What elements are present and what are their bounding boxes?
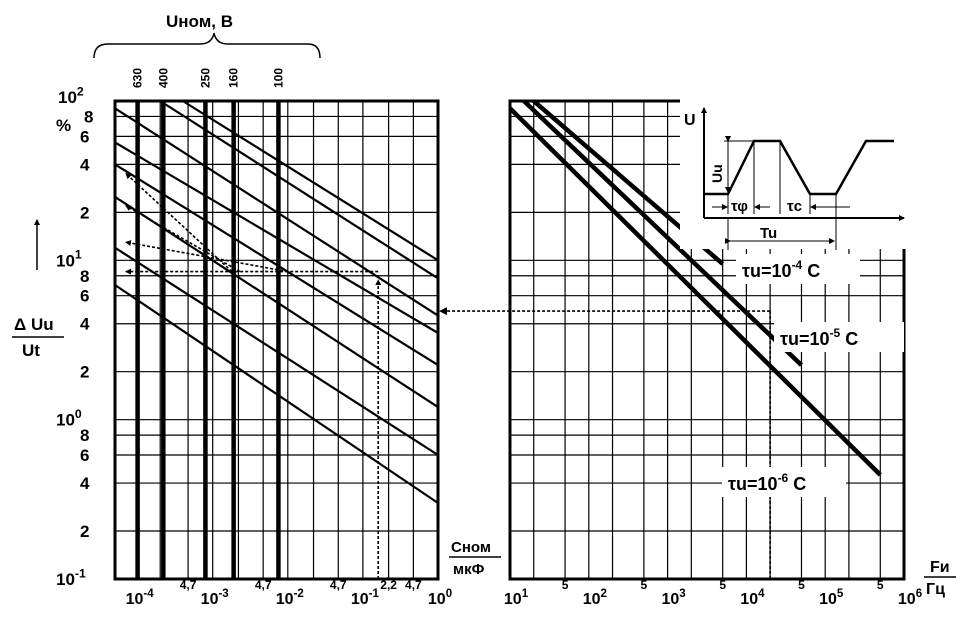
cap-minor-label: 4,7 xyxy=(405,578,422,592)
pulse-inset: U Uu τφ τс Tu xyxy=(680,99,906,250)
freq-minor-label: 5 xyxy=(562,578,569,592)
voltage-label: 160 xyxy=(227,68,241,88)
inset-y-label: U xyxy=(684,112,696,129)
left-example-path xyxy=(125,172,382,579)
cap-minor-label: 4,7 xyxy=(330,578,347,592)
y-minor-label: 2 xyxy=(80,363,89,382)
freq-minor-label: 5 xyxy=(641,578,648,592)
voltage-brace xyxy=(93,32,321,59)
cap-tick-labels: 10-4 10-3 10-2 10-1 100 4,7 4,7 4,7 2,2 4,7 xyxy=(126,578,453,608)
y-decade-label: 100 xyxy=(56,407,82,430)
cap-decade-label: 10-1 xyxy=(351,588,380,608)
left-series-line xyxy=(114,284,439,504)
cap-minor-label: 4,7 xyxy=(255,578,272,592)
series-label-bg xyxy=(722,467,846,497)
left-series-line xyxy=(114,246,439,456)
left-example-line xyxy=(125,172,233,273)
freq-unit-bottom: Гц xyxy=(926,581,945,598)
y-minor-label: 8 xyxy=(84,107,93,126)
left-example-line xyxy=(125,205,241,273)
inset-pulse-label: τс xyxy=(787,198,802,215)
y-decade-label: 101 xyxy=(56,248,82,271)
ratio-numerator: Δ Uu xyxy=(14,315,54,334)
right-series-line xyxy=(508,106,882,477)
voltage-label: 100 xyxy=(271,68,285,88)
voltage-label: 630 xyxy=(131,68,145,88)
left-series-line xyxy=(159,100,439,280)
cap-unit-bottom: мкФ xyxy=(453,561,485,578)
left-plot-frame xyxy=(113,99,440,581)
right-example-path xyxy=(439,307,771,579)
cap-unit-top: Сном xyxy=(451,539,491,556)
left-voltage-lines xyxy=(135,101,281,579)
inset-waveform xyxy=(704,139,894,196)
y-minor-label: 4 xyxy=(80,474,90,493)
inset-rise-label: τφ xyxy=(731,198,748,215)
freq-minor-label: 5 xyxy=(877,578,884,592)
series-label-bg xyxy=(774,322,904,352)
freq-decade-label: 101 xyxy=(504,588,529,608)
percent-sign: % xyxy=(56,116,71,135)
series-label: τu=10-4 С xyxy=(742,258,820,281)
freq-minor-label: 5 xyxy=(719,578,726,592)
left-example-line xyxy=(125,240,288,273)
series-labels: τu=10-4 С τu=10-5 С τu=10-6 С xyxy=(722,254,904,497)
y-minor-label: 4 xyxy=(80,155,90,174)
y-minor-label: 8 xyxy=(80,267,89,286)
cap-decade-label: 10-2 xyxy=(276,588,304,608)
left-plot xyxy=(113,99,440,581)
y-minor-label: 6 xyxy=(80,287,89,306)
freq-tick-labels: 101 102 103 104 105 106 5 5 5 5 5 xyxy=(504,578,922,608)
voltage-label: 400 xyxy=(156,68,170,88)
y-minor-label: 2 xyxy=(80,522,89,541)
inset-amplitude-label: Uu xyxy=(709,164,725,183)
series-label-bg xyxy=(736,254,860,284)
left-series-line xyxy=(114,163,439,367)
freq-decade-label: 104 xyxy=(740,588,765,608)
cap-decade-label: 10-3 xyxy=(201,588,229,608)
y-minor-label: 4 xyxy=(80,315,90,334)
y-minor-label: 8 xyxy=(80,426,89,445)
y-minor-label: 2 xyxy=(80,203,89,222)
cap-decade-label: 10-4 xyxy=(126,588,155,608)
cap-decade-label: 100 xyxy=(428,588,452,608)
left-series-line xyxy=(182,100,439,262)
y-minor-label: 6 xyxy=(80,127,89,146)
cap-minor-label: 2,2 xyxy=(380,578,397,592)
left-series xyxy=(114,100,439,504)
ratio-denominator: Ut xyxy=(22,341,40,360)
freq-decade-label: 103 xyxy=(661,588,685,608)
series-label: τu=10-6 С xyxy=(728,471,806,494)
cap-minor-label: 4,7 xyxy=(180,578,197,592)
freq-minor-label: 5 xyxy=(798,578,805,592)
left-series-line xyxy=(114,195,439,409)
inset-period-label: Tu xyxy=(760,225,777,242)
inset-background xyxy=(680,99,906,249)
freq-decade-label: 102 xyxy=(583,588,607,608)
series-label: τu=10-5 С xyxy=(780,326,858,349)
voltage-rating-labels: 630 400 250 160 100 xyxy=(131,68,286,88)
voltage-axis-title: Uном, В xyxy=(166,12,233,31)
left-series-line xyxy=(114,141,439,334)
left-series-line xyxy=(114,107,439,317)
right-series-line xyxy=(522,99,804,367)
y-decade-label: 10-1 xyxy=(56,566,86,589)
freq-decade-label: 106 xyxy=(898,588,922,608)
freq-decade-label: 105 xyxy=(819,588,844,608)
voltage-label: 250 xyxy=(198,68,212,88)
y-decade-label: 102 xyxy=(58,84,84,107)
y-minor-label: 6 xyxy=(80,446,89,465)
freq-unit-top: Fи xyxy=(930,559,950,576)
